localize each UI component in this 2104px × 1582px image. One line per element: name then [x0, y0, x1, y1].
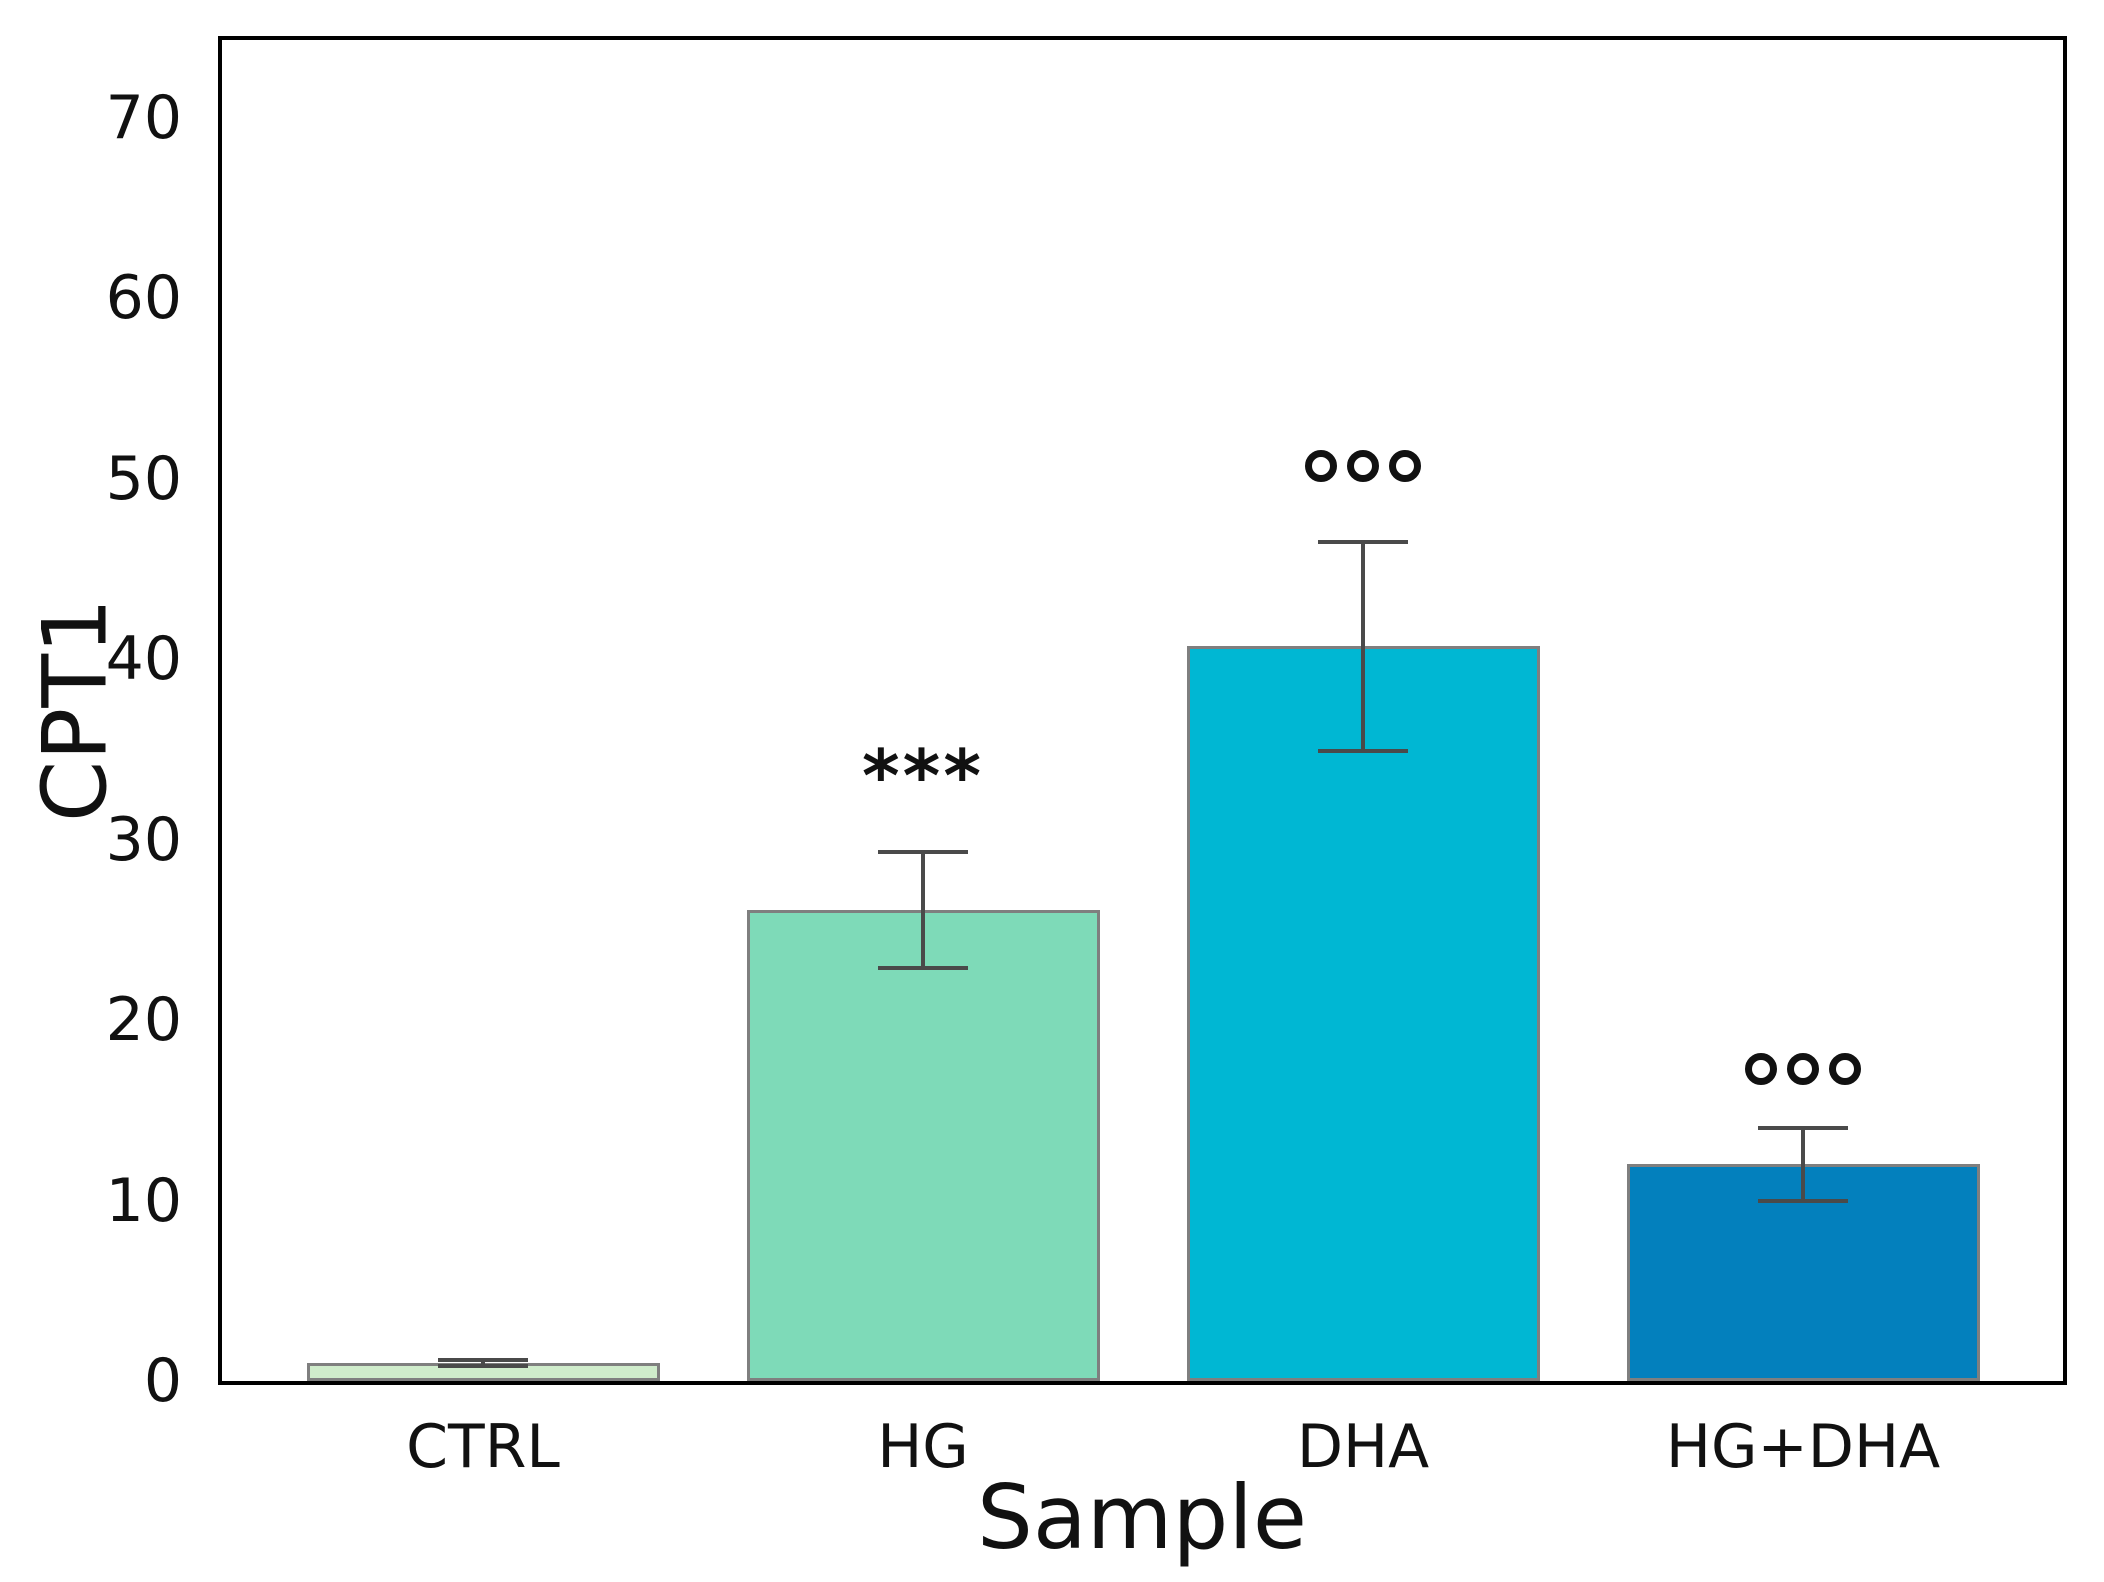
ring-icon	[1389, 449, 1421, 482]
significance-rings-annotation	[1745, 1052, 1861, 1085]
error-bar-line	[1361, 541, 1365, 752]
error-bar-cap-top	[438, 1358, 528, 1363]
bar-hg	[746, 909, 1100, 1381]
error-bar-cap-bottom	[1318, 749, 1408, 754]
y-tick-label: 0	[143, 1346, 182, 1416]
bar-dha	[1186, 646, 1540, 1381]
error-bar-cap-top	[1318, 539, 1408, 544]
ring-icon	[1745, 1052, 1777, 1085]
x-axis-label: Sample	[977, 1466, 1307, 1569]
error-bar-cap-top	[878, 850, 968, 855]
y-tick-label: 20	[105, 985, 182, 1056]
x-tick-label: HG+DHA	[1665, 1412, 1941, 1482]
ring-icon	[1347, 449, 1379, 482]
y-tick-label: 10	[105, 1165, 182, 1236]
y-tick-label: 70	[105, 82, 182, 153]
error-bar-line	[481, 1360, 485, 1366]
error-bar-cap-top	[1758, 1126, 1848, 1131]
y-tick-label: 30	[105, 804, 182, 875]
plot-frame	[218, 36, 2067, 1385]
y-tick-label: 60	[105, 263, 182, 334]
error-bar-cap-bottom	[878, 965, 968, 970]
y-tick-label: 50	[105, 443, 182, 514]
significance-rings-annotation	[1305, 449, 1421, 482]
error-bar-line	[921, 852, 925, 968]
ring-icon	[1829, 1052, 1861, 1085]
error-bar-line	[1801, 1128, 1805, 1201]
significance-asterisks-annotation: ***	[862, 733, 984, 818]
error-bar-cap-bottom	[1758, 1198, 1848, 1203]
x-tick-label: HG	[877, 1412, 969, 1482]
x-tick-label: CTRL	[406, 1412, 560, 1482]
ring-icon	[1787, 1052, 1819, 1085]
x-tick-label: DHA	[1296, 1412, 1430, 1482]
y-tick-label: 40	[105, 624, 182, 695]
error-bar-cap-bottom	[438, 1363, 528, 1368]
ring-icon	[1305, 449, 1337, 482]
